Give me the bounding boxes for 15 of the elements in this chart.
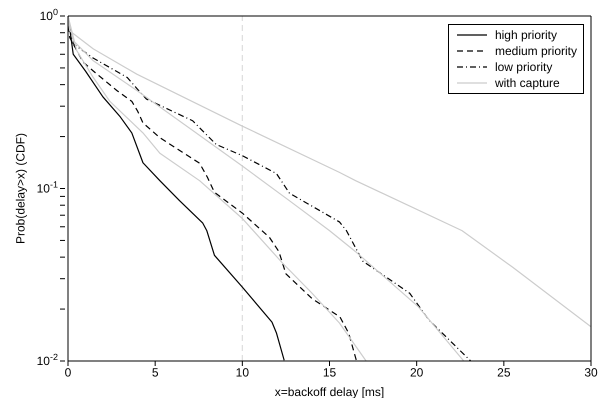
y-tick-label: 10$^{0}$: [40, 7, 58, 23]
y-axis-title: Prob(delay>x) (CDF): [13, 132, 28, 244]
legend-label: medium priority: [494, 44, 577, 58]
x-tick-label: 10: [236, 366, 250, 380]
x-tick-label: 20: [410, 366, 424, 380]
y-tick-label: 10$^{-1}$: [36, 180, 58, 196]
x-tick-label: 15: [322, 366, 336, 380]
y-tick-label: 10$^{-2}$: [36, 352, 58, 368]
x-tick-label: 5: [152, 366, 159, 380]
x-tick-label: 0: [64, 366, 72, 380]
legend-label: high priority: [494, 28, 557, 42]
x-tick-label: 30: [584, 366, 598, 380]
legend-label: low priority: [494, 60, 552, 74]
x-tick-label: 25: [497, 366, 511, 380]
legend-label: with capture: [494, 76, 560, 90]
